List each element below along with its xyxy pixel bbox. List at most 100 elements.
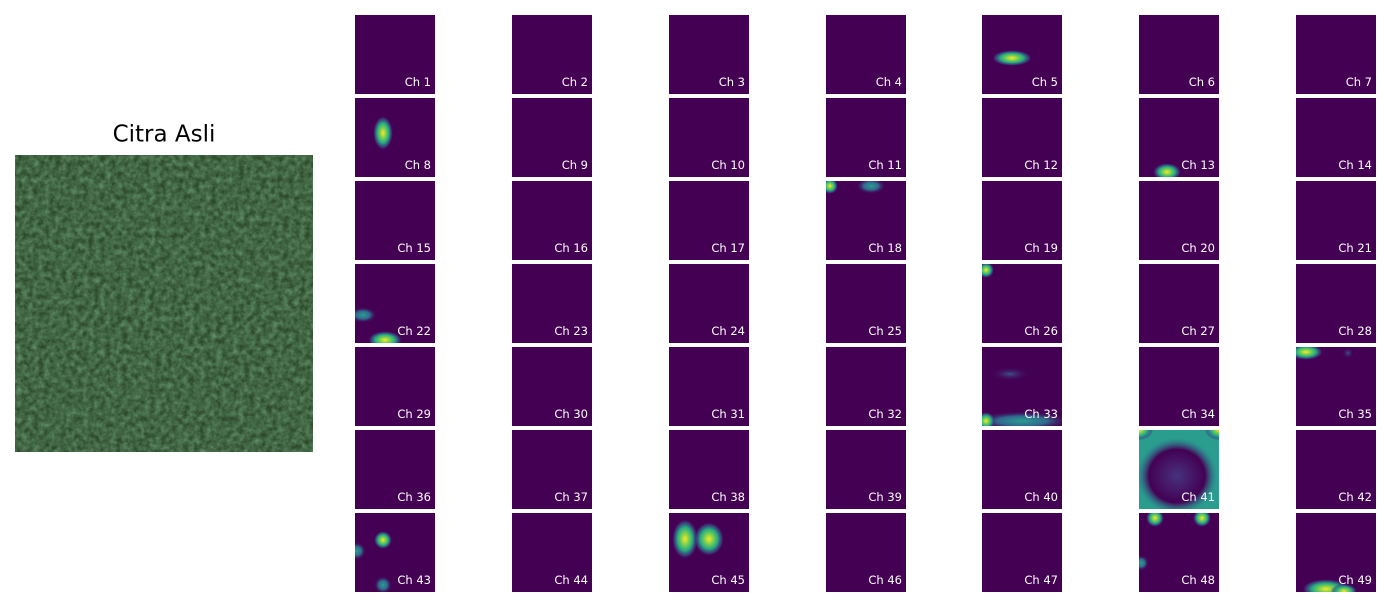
channel-map: Ch 26 [982,264,1062,343]
map-background [512,430,592,509]
channel-label: Ch 44 [554,573,588,587]
channel-map: Ch 33 [982,347,1062,426]
channel-label: Ch 21 [1338,241,1372,255]
activation [368,331,402,343]
channel-label: Ch 14 [1338,158,1372,172]
channel-map: Ch 4 [826,15,906,94]
channel-map: Ch 46 [826,513,906,592]
map-background [669,430,749,509]
channel-map: Ch 49 [1296,513,1376,592]
activation [355,542,366,560]
channel-label: Ch 1 [405,75,431,89]
channel-map: Ch 28 [1296,264,1376,343]
channel-label: Ch 7 [1346,75,1372,89]
channel-label: Ch 27 [1181,324,1215,338]
map-background [512,347,592,426]
map-background [669,347,749,426]
channel-map: Ch 2 [512,15,592,94]
map-background [1296,430,1376,509]
channel-label: Ch 17 [711,241,745,255]
map-background [355,98,435,177]
map-background [982,513,1062,592]
channel-label: Ch 42 [1338,490,1372,504]
map-background [982,430,1062,509]
channel-label: Ch 13 [1181,158,1215,172]
map-background [512,181,592,260]
map-background [355,513,435,592]
channel-map: Ch 5 [982,15,1062,94]
channel-map: Ch 32 [826,347,906,426]
channel-map: Ch 6 [1139,15,1219,94]
image-title: Citra Asli [113,122,216,148]
channel-map: Ch 23 [512,264,592,343]
channel-label: Ch 3 [719,75,745,89]
channel-map: Ch 8 [355,98,435,177]
channel-label: Ch 30 [554,407,588,421]
map-background [355,181,435,260]
channel-map: Ch 27 [1139,264,1219,343]
activation [374,576,392,592]
activation [982,412,995,426]
channel-label: Ch 6 [1189,75,1215,89]
channel-label: Ch 40 [1024,490,1058,504]
channel-map: Ch 12 [982,98,1062,177]
channel-label: Ch 4 [876,75,902,89]
map-background [512,264,592,343]
channel-map: Ch 14 [1296,98,1376,177]
channel-label: Ch 5 [1032,75,1058,89]
channel-label: Ch 45 [711,573,745,587]
image-texture [15,155,313,452]
channel-map: Ch 29 [355,347,435,426]
channel-label: Ch 10 [711,158,745,172]
channel-map: Ch 39 [826,430,906,509]
channel-map: Ch 7 [1296,15,1376,94]
activation [1331,584,1357,592]
channel-map: Ch 16 [512,181,592,260]
map-background [669,15,749,94]
channel-label: Ch 15 [397,241,431,255]
map-background [826,347,906,426]
channel-map: Ch 37 [512,430,592,509]
map-background [826,264,906,343]
channel-label: Ch 2 [562,75,588,89]
channel-label: Ch 8 [405,158,431,172]
channel-map: Ch 13 [1139,98,1219,177]
activation [856,181,886,194]
channel-map: Ch 18 [826,181,906,260]
map-background [355,430,435,509]
activation [1139,555,1149,571]
channel-label: Ch 39 [868,490,902,504]
channel-label: Ch 23 [554,324,588,338]
map-background [1296,264,1376,343]
map-background [669,98,749,177]
channel-map: Ch 43 [355,513,435,592]
map-background [512,98,592,177]
channel-label: Ch 19 [1024,241,1058,255]
map-background [826,430,906,509]
map-background [1139,181,1219,260]
channel-map: Ch 1 [355,15,435,94]
channel-map: Ch 40 [982,430,1062,509]
channel-label: Ch 33 [1024,407,1058,421]
channel-label: Ch 9 [562,158,588,172]
map-background [826,513,906,592]
map-background [1296,513,1376,592]
activation [1296,347,1323,360]
channel-map: Ch 31 [669,347,749,426]
map-background [1296,98,1376,177]
channel-map: Ch 34 [1139,347,1219,426]
map-background [826,181,906,260]
channel-label: Ch 28 [1338,324,1372,338]
channel-map: Ch 38 [669,430,749,509]
channel-label: Ch 22 [397,324,431,338]
channel-label: Ch 34 [1181,407,1215,421]
activation [1139,430,1153,440]
channel-label: Ch 12 [1024,158,1058,172]
channel-map: Ch 48 [1139,513,1219,592]
channel-label: Ch 29 [397,407,431,421]
channel-label: Ch 16 [554,241,588,255]
activation [1193,513,1211,527]
channel-label: Ch 18 [868,241,902,255]
map-background [826,15,906,94]
map-background [982,181,1062,260]
